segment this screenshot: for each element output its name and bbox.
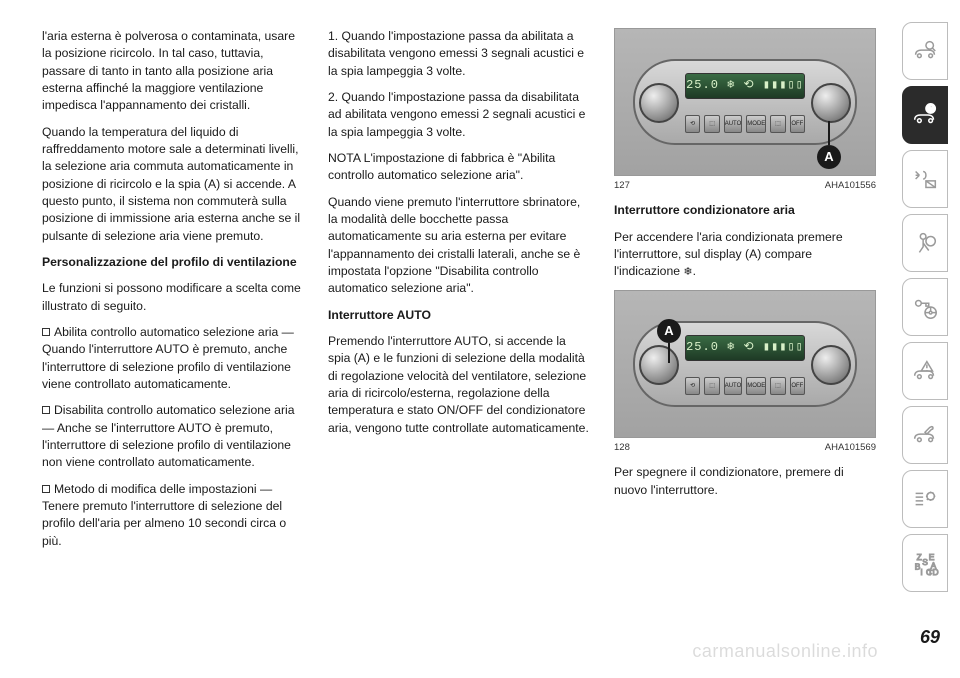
callout-letter: A xyxy=(664,322,673,340)
figure-label-row: 128 AHA101569 xyxy=(614,441,876,454)
paragraph: Le funzioni si possono modificare a scel… xyxy=(42,280,304,315)
paragraph: 2. Quando l'impostazione passa da disabi… xyxy=(328,89,590,141)
fan-knob-right xyxy=(811,83,851,123)
heading: Interruttore AUTO xyxy=(328,307,590,324)
heading: Personalizzazione del profilo di ventila… xyxy=(42,254,304,271)
paragraph: Per accendere l'aria condizionata premer… xyxy=(614,229,876,281)
tab-vehicle-service[interactable] xyxy=(902,406,948,464)
tab-index-alphabetical[interactable]: Z E B S A I C D T xyxy=(902,534,948,592)
paragraph: Quando la temperatura del liquido di raf… xyxy=(42,124,304,245)
panel-button: ⬚ xyxy=(770,377,785,395)
bullet-item: Abilita controllo automatico selezione a… xyxy=(42,324,304,393)
climate-button-row: ⟲ ⬚ AUTO MODE ⬚ OFF xyxy=(685,377,805,395)
climate-panel-image-127: 25.0 ❄ ⟲ ▮▮▮▯▯ ⟲ ⬚ AUTO MODE ⬚ OFF A xyxy=(614,28,876,176)
figure-128: 25.0 ❄ ⟲ ▮▮▮▯▯ ⟲ ⬚ AUTO MODE ⬚ OFF A xyxy=(614,290,876,454)
snowflake-icon: ❄ xyxy=(683,267,692,278)
figure-number: 128 xyxy=(614,441,630,454)
tab-vehicle-warning[interactable] xyxy=(902,342,948,400)
panel-button: AUTO xyxy=(724,377,743,395)
tab-settings-list[interactable] xyxy=(902,470,948,528)
svg-text:I: I xyxy=(920,567,922,577)
text-column-3: 25.0 ❄ ⟲ ▮▮▮▯▯ ⟲ ⬚ AUTO MODE ⬚ OFF A xyxy=(614,28,876,592)
bullet-square-icon xyxy=(42,328,50,336)
paragraph: Premendo l'interruttore AUTO, si accende… xyxy=(328,333,590,437)
figure-127: 25.0 ❄ ⟲ ▮▮▮▯▯ ⟲ ⬚ AUTO MODE ⬚ OFF A xyxy=(614,28,876,192)
callout-a: A xyxy=(817,145,841,169)
bullet-square-icon xyxy=(42,485,50,493)
panel-button: MODE xyxy=(746,377,766,395)
svg-text:D: D xyxy=(933,567,939,577)
climate-lcd: 25.0 ❄ ⟲ ▮▮▮▯▯ xyxy=(685,73,805,99)
climate-panel-image-128: 25.0 ❄ ⟲ ▮▮▮▯▯ ⟲ ⬚ AUTO MODE ⬚ OFF A xyxy=(614,290,876,438)
section-tabs-sidebar: i xyxy=(902,22,950,592)
panel-button: ⬚ xyxy=(704,377,719,395)
tab-key-steering[interactable] xyxy=(902,278,948,336)
temp-knob-left xyxy=(639,345,679,385)
tab-vehicle-info-active[interactable]: i xyxy=(902,86,948,144)
page-number: 69 xyxy=(920,627,940,648)
callout-letter: A xyxy=(824,148,833,166)
heading: Interruttore condizionatore aria xyxy=(614,202,876,219)
figure-ref: AHA101556 xyxy=(825,179,876,192)
climate-panel: 25.0 ❄ ⟲ ▮▮▮▯▯ ⟲ ⬚ AUTO MODE ⬚ OFF xyxy=(633,59,857,145)
tab-vehicle-magnify[interactable] xyxy=(902,22,948,80)
svg-text:i: i xyxy=(930,104,932,113)
watermark: carmanualsonline.info xyxy=(692,641,878,662)
panel-button: ⬚ xyxy=(770,115,785,133)
panel-button: OFF xyxy=(790,115,805,133)
callout-a: A xyxy=(657,319,681,343)
figure-number: 127 xyxy=(614,179,630,192)
paragraph: NOTA L'impostazione di fabbrica è "Abili… xyxy=(328,150,590,185)
bullet-square-icon xyxy=(42,406,50,414)
paragraph: Quando viene premuto l'interruttore sbri… xyxy=(328,194,590,298)
paragraph: 1. Quando l'impostazione passa da abilit… xyxy=(328,28,590,80)
panel-button: AUTO xyxy=(724,115,743,133)
text-column-1: l'aria esterna è polverosa o contaminata… xyxy=(42,28,304,592)
panel-button: ⬚ xyxy=(704,115,719,133)
climate-button-row: ⟲ ⬚ AUTO MODE ⬚ OFF xyxy=(685,115,805,133)
bullet-text: Metodo di modifica delle impostazioni — … xyxy=(42,482,286,548)
bullet-item: Disabilita controllo automatico selezion… xyxy=(42,402,304,471)
panel-button: MODE xyxy=(746,115,766,133)
paragraph: Per spegnere il condizionatore, premere … xyxy=(614,464,876,499)
manual-page: l'aria esterna è polverosa o contaminata… xyxy=(0,0,960,592)
callout-stem xyxy=(828,121,830,145)
panel-button: OFF xyxy=(790,377,805,395)
fan-knob-right xyxy=(811,345,851,385)
paragraph-part: . xyxy=(693,264,696,278)
tab-lights-wipers[interactable] xyxy=(902,150,948,208)
bullet-text: Disabilita controllo automatico selezion… xyxy=(42,403,295,469)
bullet-item: Metodo di modifica delle impostazioni — … xyxy=(42,481,304,550)
temp-knob-left xyxy=(639,83,679,123)
panel-button: ⟲ xyxy=(685,115,700,133)
svg-text:T: T xyxy=(928,568,933,577)
climate-lcd: 25.0 ❄ ⟲ ▮▮▮▯▯ xyxy=(685,335,805,361)
paragraph: l'aria esterna è polverosa o contaminata… xyxy=(42,28,304,115)
svg-text:S: S xyxy=(922,557,928,567)
panel-button: ⟲ xyxy=(685,377,700,395)
bullet-text: Abilita controllo automatico selezione a… xyxy=(42,325,294,391)
callout-stem xyxy=(668,343,670,363)
text-column-2: 1. Quando l'impostazione passa da abilit… xyxy=(328,28,590,592)
figure-label-row: 127 AHA101556 xyxy=(614,179,876,192)
tab-airbag-seatbelt[interactable] xyxy=(902,214,948,272)
figure-ref: AHA101569 xyxy=(825,441,876,454)
paragraph-part: Per accendere l'aria condizionata premer… xyxy=(614,230,843,279)
